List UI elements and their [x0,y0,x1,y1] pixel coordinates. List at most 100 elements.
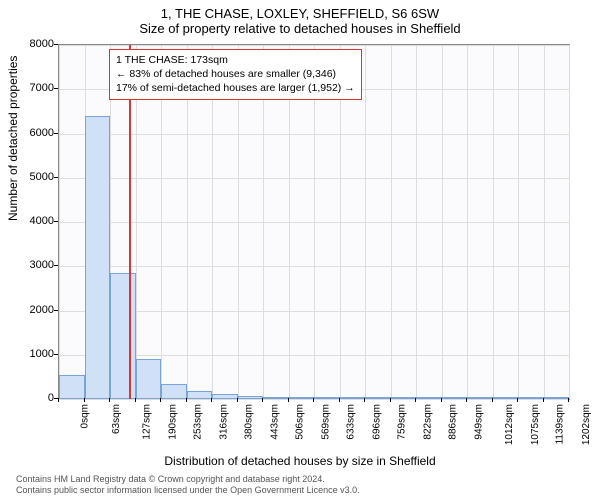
gridline-v [365,45,366,399]
y-tick-mark [54,265,58,266]
x-tick-label: 822sqm [422,404,433,440]
footer-attribution: Contains HM Land Registry data © Crown c… [16,474,360,497]
x-tick-label: 443sqm [269,404,280,440]
histogram-bar [442,397,468,399]
x-tick-label: 886sqm [448,404,459,440]
histogram-bar [518,397,544,399]
gridline-v [518,45,519,399]
x-tick-label: 1139sqm [554,404,565,444]
title-address: 1, THE CHASE, LOXLEY, SHEFFIELD, S6 6SW [0,0,600,21]
gridline-v [493,45,494,399]
histogram-bar [212,394,238,399]
x-tick-label: 0sqm [79,404,90,428]
x-tick-mark [517,398,518,402]
x-axis-label: Distribution of detached houses by size … [0,454,600,468]
x-tick-mark [160,398,161,402]
gridline-h [59,399,569,400]
x-tick-mark [492,398,493,402]
x-tick-label: 253sqm [193,404,204,440]
y-tick-mark [54,177,58,178]
footer-line1: Contains HM Land Registry data © Crown c… [16,474,360,485]
x-tick-label: 127sqm [142,404,153,440]
x-tick-mark [339,398,340,402]
y-tick-label: 8000 [14,38,54,50]
x-tick-mark [415,398,416,402]
y-tick-label: 2000 [14,304,54,316]
x-tick-mark [262,398,263,402]
x-tick-mark [84,398,85,402]
y-tick-label: 6000 [14,127,54,139]
x-tick-mark [58,398,59,402]
histogram-bar [110,273,136,399]
x-tick-label: 1075sqm [530,404,541,445]
x-tick-mark [568,398,569,402]
y-tick-label: 0 [14,392,54,404]
x-tick-label: 759sqm [397,404,408,440]
y-tick-mark [54,354,58,355]
x-tick-label: 63sqm [111,404,122,434]
y-tick-mark [54,88,58,89]
gridline-v [467,45,468,399]
y-tick-label: 1000 [14,348,54,360]
annotation-box: 1 THE CHASE: 173sqm ← 83% of detached ho… [109,49,362,100]
footer-line2: Contains public sector information licen… [16,485,360,496]
histogram-bar [85,116,111,399]
x-tick-mark [466,398,467,402]
x-tick-label: 190sqm [167,404,178,440]
annotation-line2: ← 83% of detached houses are smaller (9,… [116,67,355,81]
y-tick-mark [54,44,58,45]
histogram-bar [263,397,289,399]
histogram-bar [493,397,519,399]
histogram-bar [391,397,417,399]
x-tick-label: 506sqm [295,404,306,440]
histogram-bar [314,397,340,399]
y-tick-label: 3000 [14,259,54,271]
x-tick-mark [109,398,110,402]
x-tick-mark [237,398,238,402]
chart-container: 1, THE CHASE, LOXLEY, SHEFFIELD, S6 6SW … [0,0,600,500]
x-tick-label: 380sqm [244,404,255,440]
x-tick-label: 1012sqm [504,404,515,445]
x-tick-mark [441,398,442,402]
annotation-line3: 17% of semi-detached houses are larger (… [116,81,355,95]
histogram-bar [289,397,315,399]
y-tick-label: 4000 [14,215,54,227]
x-tick-mark [390,398,391,402]
y-tick-mark [54,310,58,311]
x-tick-label: 633sqm [346,404,357,440]
gridline-v [59,45,60,399]
annotation-line1: 1 THE CHASE: 173sqm [116,53,355,67]
y-tick-label: 5000 [14,171,54,183]
x-tick-label: 949sqm [473,404,484,440]
histogram-bar [161,384,187,399]
title-subtitle: Size of property relative to detached ho… [0,21,600,38]
x-tick-label: 1202sqm [581,404,592,445]
x-tick-mark [313,398,314,402]
histogram-bar [365,397,391,399]
x-tick-mark [211,398,212,402]
x-tick-mark [543,398,544,402]
histogram-bar [136,359,162,399]
x-tick-mark [288,398,289,402]
gridline-v [416,45,417,399]
y-tick-mark [54,133,58,134]
x-tick-label: 316sqm [218,404,229,440]
y-tick-label: 7000 [14,82,54,94]
x-tick-mark [186,398,187,402]
x-tick-label: 696sqm [371,404,382,440]
histogram-bar [544,397,570,399]
histogram-bar [238,396,264,399]
plot-area: 1 THE CHASE: 173sqm ← 83% of detached ho… [58,44,570,400]
gridline-v [544,45,545,399]
x-tick-mark [135,398,136,402]
y-tick-mark [54,221,58,222]
gridline-v [442,45,443,399]
histogram-bar [340,397,366,399]
histogram-bar [59,375,85,399]
x-tick-label: 569sqm [320,404,331,440]
histogram-bar [416,397,442,399]
gridline-v [569,45,570,399]
gridline-v [391,45,392,399]
histogram-bar [467,397,493,399]
histogram-bar [187,391,213,399]
